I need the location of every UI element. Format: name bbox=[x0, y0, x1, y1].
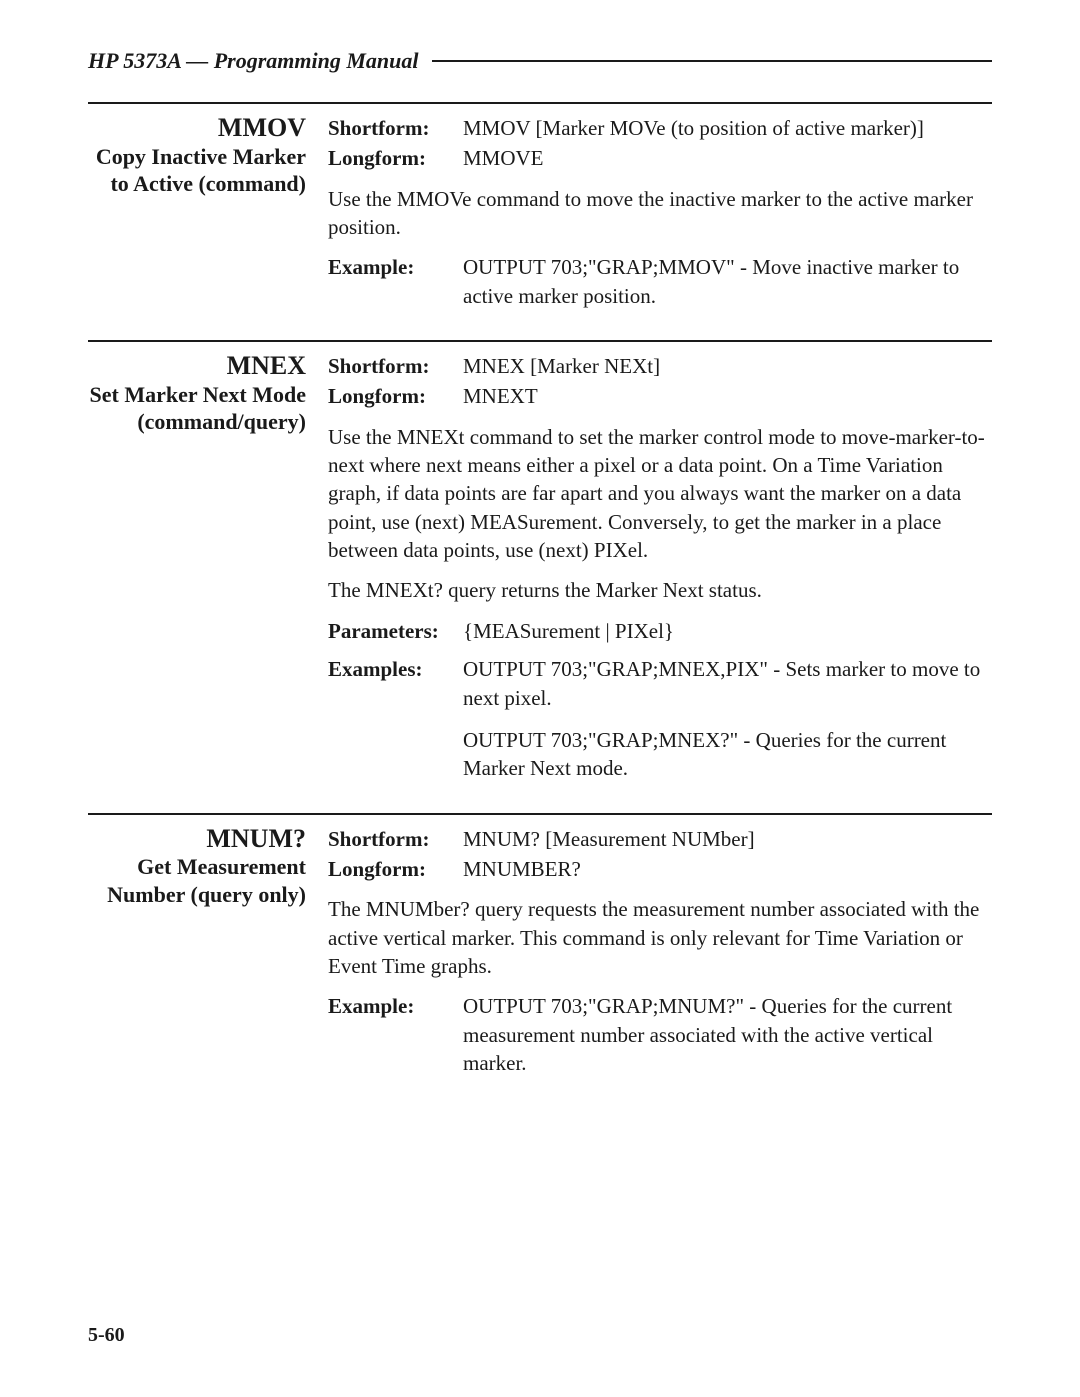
entry-mmov-longform: Longform: MMOVE bbox=[328, 144, 992, 172]
entry-mmov-shortform: Shortform: MMOV [Marker MOVe (to positio… bbox=[328, 114, 992, 142]
entry-mmov-example: Example: OUTPUT 703;"GRAP;MMOV" - Move i… bbox=[328, 253, 992, 310]
entry-mnex-right: Shortform: MNEX [Marker NEXt] Longform: … bbox=[328, 352, 992, 782]
entry-mmov: MMOV Copy Inactive Marker to Active (com… bbox=[88, 102, 992, 310]
field-label-shortform: Shortform: bbox=[328, 352, 463, 380]
entry-mnex-shortform: Shortform: MNEX [Marker NEXt] bbox=[328, 352, 992, 380]
entry-mnum-longform: Longform: MNUMBER? bbox=[328, 855, 992, 883]
entry-mnex-parameters: Parameters: {MEASurement | PIXel} bbox=[328, 617, 992, 645]
entry-mnum-shortform: Shortform: MNUM? [Measurement NUMber] bbox=[328, 825, 992, 853]
entry-mnum-left: MNUM? Get Measurement Number (query only… bbox=[88, 825, 328, 909]
header-title: HP 5373A — Programming Manual bbox=[88, 48, 432, 74]
entry-mnum-body-0: The MNUMber? query requests the measurem… bbox=[328, 895, 992, 980]
entry-mnum-example-0: OUTPUT 703;"GRAP;MNUM?" - Queries for th… bbox=[463, 992, 992, 1077]
entry-mnex-longform: Longform: MNEXT bbox=[328, 382, 992, 410]
entry-mnex-examples-label: Examples: bbox=[328, 655, 463, 683]
entry-mnum-example: Example: OUTPUT 703;"GRAP;MNUM?" - Queri… bbox=[328, 992, 992, 1077]
page-header: HP 5373A — Programming Manual bbox=[88, 48, 992, 74]
page: HP 5373A — Programming Manual MMOV Copy … bbox=[0, 0, 1080, 1397]
entry-mnex-parameters-value: {MEASurement | PIXel} bbox=[463, 617, 992, 645]
entry-mmov-example-label: Example: bbox=[328, 253, 463, 281]
entry-mnex-examples: Examples: OUTPUT 703;"GRAP;MNEX,PIX" - S… bbox=[328, 655, 992, 782]
entry-mmov-left: MMOV Copy Inactive Marker to Active (com… bbox=[88, 114, 328, 198]
entry-mmov-example-0: OUTPUT 703;"GRAP;MMOV" - Move inactive m… bbox=[463, 253, 992, 310]
header-rule bbox=[432, 60, 992, 62]
entry-mnex-body-0: Use the MNEXt command to set the marker … bbox=[328, 423, 992, 565]
entry-mmov-description: Copy Inactive Marker to Active (command) bbox=[88, 143, 306, 198]
entry-mnex-command: MNEX bbox=[88, 352, 306, 381]
field-label-longform: Longform: bbox=[328, 855, 463, 883]
entry-mmov-right: Shortform: MMOV [Marker MOVe (to positio… bbox=[328, 114, 992, 310]
entry-mnex-shortform-value: MNEX [Marker NEXt] bbox=[463, 352, 992, 380]
entry-mnex-description: Set Marker Next Mode (command/query) bbox=[88, 381, 306, 436]
entry-mnex: MNEX Set Marker Next Mode (command/query… bbox=[88, 340, 992, 782]
entry-mmov-shortform-value: MMOV [Marker MOVe (to position of active… bbox=[463, 114, 992, 142]
entry-mnum: MNUM? Get Measurement Number (query only… bbox=[88, 813, 992, 1078]
entry-mnex-left: MNEX Set Marker Next Mode (command/query… bbox=[88, 352, 328, 436]
entry-mmov-body-0: Use the MMOVe command to move the inacti… bbox=[328, 185, 992, 242]
entry-mnum-example-label: Example: bbox=[328, 992, 463, 1020]
entry-mnex-body-1: The MNEXt? query returns the Marker Next… bbox=[328, 576, 992, 604]
page-number: 5-60 bbox=[88, 1324, 125, 1347]
field-label-parameters: Parameters: bbox=[328, 617, 463, 645]
entry-mmov-longform-value: MMOVE bbox=[463, 144, 992, 172]
entry-mnex-example-1: OUTPUT 703;"GRAP;MNEX?" - Queries for th… bbox=[463, 726, 992, 783]
entry-mnum-description: Get Measurement Number (query only) bbox=[88, 853, 306, 908]
field-label-longform: Longform: bbox=[328, 382, 463, 410]
field-label-longform: Longform: bbox=[328, 144, 463, 172]
entry-mnum-command: MNUM? bbox=[88, 825, 306, 854]
entry-mnum-right: Shortform: MNUM? [Measurement NUMber] Lo… bbox=[328, 825, 992, 1078]
entry-mnum-longform-value: MNUMBER? bbox=[463, 855, 992, 883]
entry-mnex-longform-value: MNEXT bbox=[463, 382, 992, 410]
entry-mnex-example-0: OUTPUT 703;"GRAP;MNEX,PIX" - Sets marker… bbox=[463, 655, 992, 712]
field-label-shortform: Shortform: bbox=[328, 825, 463, 853]
entry-mmov-command: MMOV bbox=[88, 114, 306, 143]
entry-mnum-shortform-value: MNUM? [Measurement NUMber] bbox=[463, 825, 992, 853]
field-label-shortform: Shortform: bbox=[328, 114, 463, 142]
